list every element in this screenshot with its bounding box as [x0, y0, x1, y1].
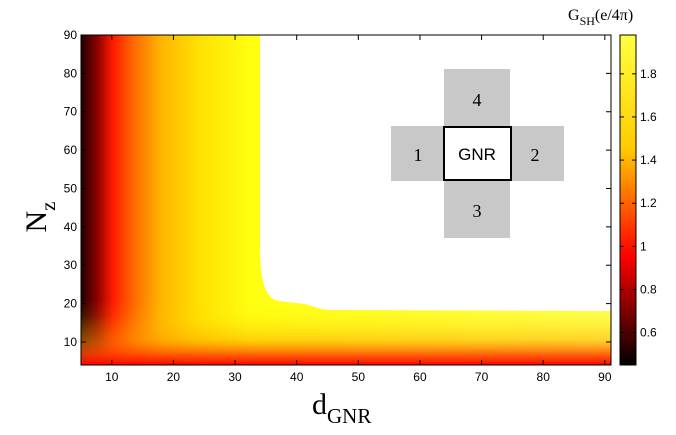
- colorbar-ticks: 0.6 0.8 1 1.2 1.4 1.6 1.8: [620, 67, 657, 340]
- colorbar: [619, 34, 637, 366]
- y-tick-label: 20: [64, 297, 78, 311]
- y-tick-label: 80: [64, 66, 78, 80]
- y-tick-label: 10: [64, 335, 78, 349]
- lead-4-box: [444, 69, 510, 128]
- x-axis: 10 20 30 40 50 60 70 80 90: [105, 35, 612, 384]
- colorbar-tick-label: 1.8: [640, 67, 657, 81]
- lead-3-label: 3: [473, 201, 482, 221]
- colorbar-tick-label: 1: [640, 239, 647, 253]
- x-tick-label: 10: [105, 370, 119, 384]
- colorbar-tick-label: 0.8: [640, 283, 657, 297]
- plot-area: [81, 35, 611, 365]
- colorbar-tick-label: 1.6: [640, 110, 657, 124]
- x-tick-label: 20: [167, 370, 181, 384]
- y-tick-label: 90: [64, 28, 78, 42]
- gnr-label: GNR: [458, 145, 496, 164]
- y-axis: 10 20 30 40 50 60 70 80 90: [64, 28, 611, 349]
- colorbar-tick-label: 1.4: [640, 153, 657, 167]
- lead-1-box: [391, 126, 445, 181]
- y-tick-label: 70: [64, 105, 78, 119]
- colorbar-title: GSH(e/4π): [568, 7, 633, 28]
- colorbar-tick-label: 0.6: [640, 326, 657, 340]
- lead-3-box: [444, 180, 510, 238]
- lead-4-label: 4: [473, 90, 482, 110]
- lead-1-label: 1: [414, 145, 423, 165]
- plot-frame: [80, 34, 612, 366]
- y-axis-label: Nz: [20, 202, 60, 233]
- x-tick-label: 70: [475, 370, 489, 384]
- heatmap-bottom-shading: [81, 300, 611, 365]
- device-inset: GNR 1 2 3 4: [391, 69, 564, 238]
- y-tick-label: 40: [64, 220, 78, 234]
- gnr-box: [443, 126, 512, 181]
- x-tick-label: 60: [413, 370, 427, 384]
- lead-2-label: 2: [531, 145, 540, 165]
- x-tick-label: 40: [290, 370, 304, 384]
- y-tick-label: 60: [64, 143, 78, 157]
- x-tick-label: 80: [537, 370, 551, 384]
- y-tick-label: 50: [64, 181, 78, 195]
- lead-2-box: [510, 126, 564, 181]
- colorbar-tick-label: 1.2: [640, 196, 657, 210]
- x-tick-label: 50: [352, 370, 366, 384]
- x-axis-label: dGNR: [312, 388, 371, 428]
- x-tick-label: 30: [228, 370, 242, 384]
- y-tick-label: 30: [64, 258, 78, 272]
- x-tick-label: 90: [598, 370, 612, 384]
